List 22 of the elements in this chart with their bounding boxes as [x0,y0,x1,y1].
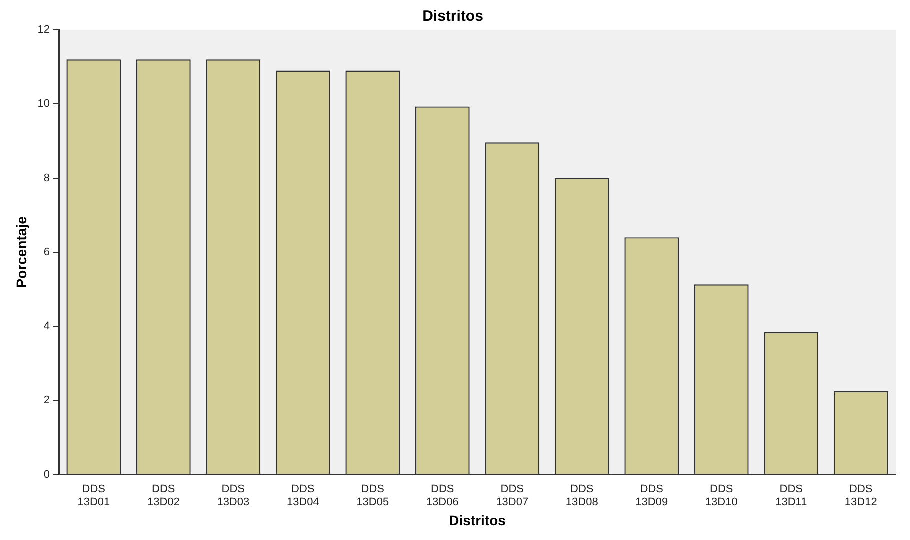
x-tick-label: DDS 13D04 [286,483,320,509]
x-axis-title: Distritos [449,512,506,528]
x-tick-label: DDS 13D08 [566,483,598,509]
y-tick-label: 4 [44,320,50,333]
x-tick-label: DDS 13D07 [496,483,529,509]
x-tick-label: DDS 13D01 [78,483,110,509]
y-tick-label: 12 [38,24,50,36]
x-tick-label: DDS 13D09 [636,483,668,509]
x-tick-label: DDS 13D11 [776,483,808,509]
x-tick-label: DDS 13D02 [147,483,180,509]
x-tick-label: DDS 13D03 [217,483,250,509]
y-tick-label: 8 [44,172,50,184]
x-tick-label: DDS 13D10 [705,483,738,509]
y-axis-title: Porcentaje [13,216,30,288]
x-tick-label: DDS 13D12 [844,483,878,509]
x-tick-label: DDS 13D05 [356,483,390,509]
y-tick-label: 6 [44,246,50,258]
x-tick-label: DDS 13D06 [426,483,459,509]
chart-title: Distritos [422,8,484,26]
y-tick-label: 0 [44,468,50,481]
y-tick-label: 10 [38,98,50,110]
y-tick-label: 2 [44,394,50,407]
